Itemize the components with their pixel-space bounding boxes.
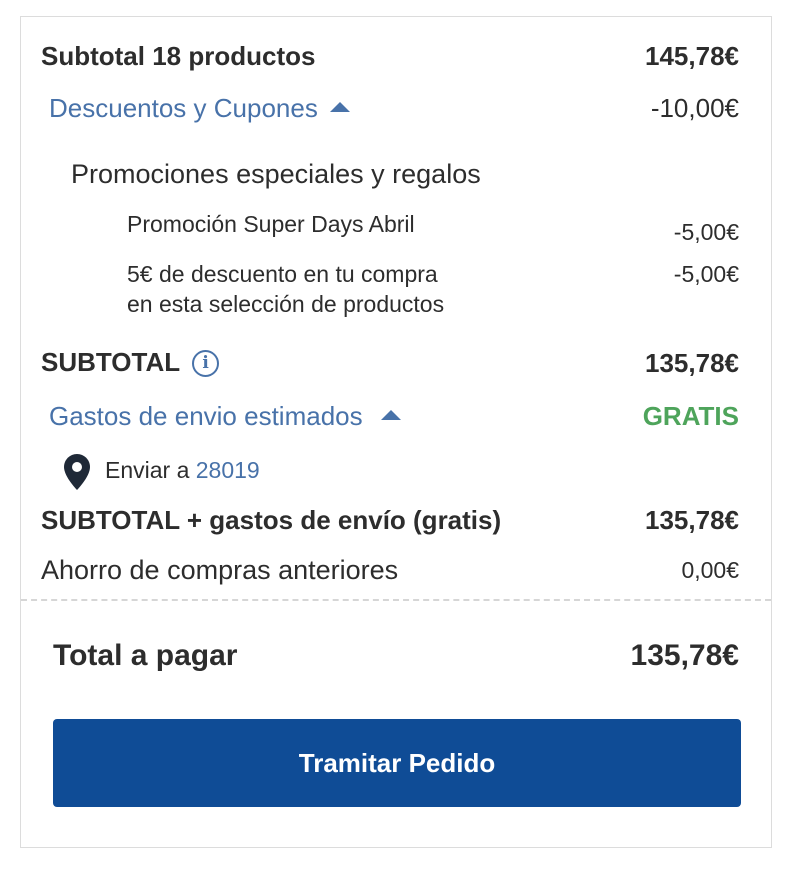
discounts-label: Descuentos y Cupones <box>49 93 318 123</box>
promotion-label-line1: 5€ de descuento en tu compra <box>127 261 438 287</box>
total-value: 135,78€ <box>630 639 739 672</box>
subtotal-shipping-row: SUBTOTAL + gastos de envío (gratis) 135,… <box>41 505 739 536</box>
ship-to-zip-link[interactable]: 28019 <box>195 457 260 484</box>
savings-value: 0,00€ <box>681 557 739 583</box>
promotion-row: Promoción Super Days Abril -5,00€ <box>127 211 739 245</box>
dashed-divider <box>21 599 771 601</box>
discounts-value: -10,00€ <box>650 93 739 123</box>
caret-up-icon <box>329 102 350 113</box>
subtotal2-label: SUBTOTAL <box>41 347 181 377</box>
info-icon[interactable]: i <box>192 349 220 377</box>
promotion-value: -5,00€ <box>673 219 739 245</box>
promotion-row: 5€ de descuento en tu compra en esta sel… <box>127 259 739 319</box>
shipping-row: Gastos de envio estimados GRATIS <box>49 401 739 432</box>
promotion-label: 5€ de descuento en tu compra en esta sel… <box>127 259 444 319</box>
subtotal-shipping-value: 135,78€ <box>645 505 739 535</box>
subtotal-shipping-label: SUBTOTAL + gastos de envío (gratis) <box>41 505 502 535</box>
ship-to-row: Enviar a 28019 <box>63 453 739 491</box>
total-label: Total a pagar <box>53 639 238 672</box>
promotion-label: Promoción Super Days Abril <box>127 211 415 237</box>
savings-row: Ahorro de compras anteriores 0,00€ <box>41 555 739 586</box>
discounts-row: Descuentos y Cupones -10,00€ <box>49 93 739 124</box>
discounts-toggle[interactable]: Descuentos y Cupones <box>49 93 350 124</box>
location-pin-icon <box>64 454 90 490</box>
checkout-button[interactable]: Tramitar Pedido <box>53 719 741 807</box>
promotion-value: -5,00€ <box>673 261 739 287</box>
total-row: Total a pagar 135,78€ <box>53 639 739 673</box>
caret-up-icon <box>380 410 401 421</box>
subtotal-row: Subtotal 18 productos 145,78€ <box>41 41 739 72</box>
shipping-value: GRATIS <box>642 401 739 431</box>
ship-to-prefix: Enviar a <box>105 457 190 484</box>
shipping-toggle[interactable]: Gastos de envio estimados <box>49 401 401 432</box>
subtotal-label: Subtotal 18 productos <box>41 41 316 71</box>
subtotal2-value: 135,78€ <box>645 347 739 378</box>
promotions-header: Promociones especiales y regalos <box>71 159 481 189</box>
shipping-label: Gastos de envio estimados <box>49 401 363 431</box>
promotions-header-row: Promociones especiales y regalos <box>71 159 739 190</box>
subtotal2-row: SUBTOTAL i 135,78€ <box>41 347 739 380</box>
promotion-label-line2: en esta selección de productos <box>127 291 445 317</box>
subtotal-value: 145,78€ <box>645 41 739 71</box>
savings-label: Ahorro de compras anteriores <box>41 555 399 585</box>
order-summary-card: Subtotal 18 productos 145,78€ Descuentos… <box>20 16 772 848</box>
